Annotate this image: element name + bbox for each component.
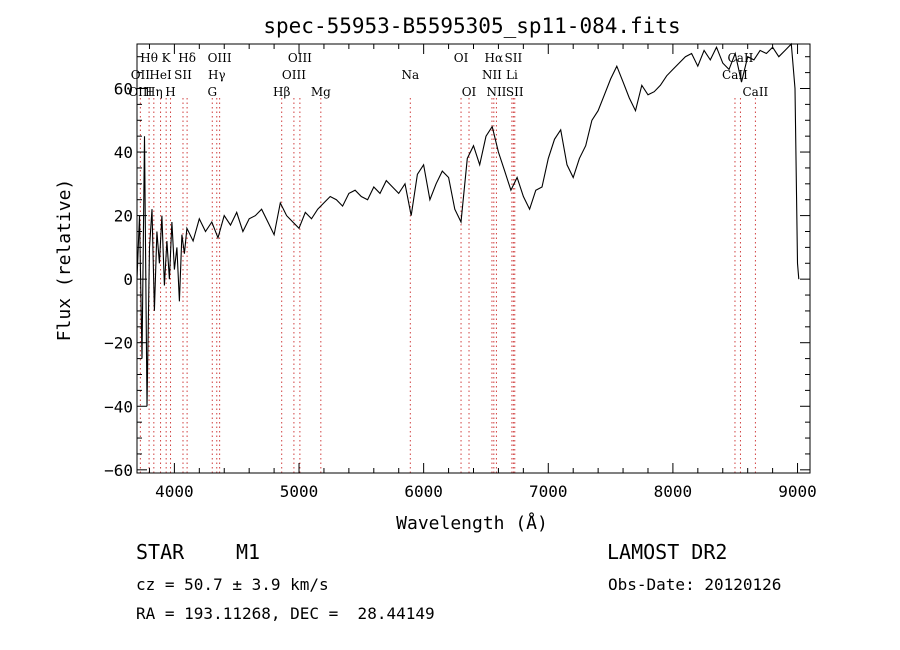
line-label-20: SII: [505, 51, 523, 65]
line-label-6: SII: [174, 68, 192, 82]
plot-frame: [136, 43, 811, 474]
y-axis-label: Flux (relative): [54, 179, 75, 342]
coords-text: RA = 193.11268, DEC = 28.44149: [136, 604, 435, 623]
chart-title: spec-55953-B5595305_sp11-084.fits: [263, 14, 680, 38]
axis-ticks: 4000 5000 6000 7000 8000 9000 −60 −40 −20 0 20 40 60: [104, 44, 817, 501]
line-label-15: Mg: [311, 85, 331, 99]
obs-date-text: Obs-Date: 20120126: [608, 575, 782, 594]
line-label-25: CaII: [728, 51, 754, 65]
spectrum-line: [136, 42, 800, 407]
cz-text: cz = 50.7 ± 3.9 km/s: [136, 575, 329, 594]
y-tick-label-60: 60: [114, 79, 133, 98]
y-tick-label-20: 20: [114, 207, 133, 226]
y-tick-label-0: 0: [123, 270, 133, 289]
line-markers: [139, 98, 756, 473]
line-label-12: OIII: [288, 51, 312, 65]
line-label-13: OIII: [282, 68, 306, 82]
line-label-27: CaII: [742, 85, 768, 99]
x-tick-label-7000: 7000: [529, 482, 568, 501]
line-label-19: Hα: [485, 51, 504, 65]
line-label-5: Hη: [145, 85, 163, 99]
line-label-14: Hβ: [273, 85, 290, 99]
line-label-0: Hθ: [140, 51, 158, 65]
y-tick-label-40: 40: [114, 143, 133, 162]
subclass-label: M1: [236, 540, 261, 564]
line-label-4: HeI: [149, 68, 172, 82]
line-label-22: Li: [506, 68, 518, 82]
y-tick-label--60: −60: [104, 461, 133, 480]
line-label-24: SII: [506, 85, 524, 99]
line-label-17: OI: [454, 51, 469, 65]
line-label-11: G: [207, 85, 217, 99]
x-tick-label-9000: 9000: [778, 482, 817, 501]
line-label-21: NII: [482, 68, 502, 82]
y-tick-label--20: −20: [104, 334, 133, 353]
line-label-7: H: [165, 85, 175, 99]
line-label-26: CaII: [722, 68, 748, 82]
x-tick-label-6000: 6000: [404, 482, 443, 501]
x-tick-label-8000: 8000: [654, 482, 693, 501]
x-tick-label-4000: 4000: [155, 482, 194, 501]
line-label-23: NII: [486, 85, 506, 99]
survey-label: LAMOST DR2: [607, 540, 728, 564]
line-label-18: OI: [462, 85, 477, 99]
line-label-10: Hγ: [208, 68, 226, 82]
line-label-3: K: [162, 51, 172, 65]
y-tick-label--40: −40: [104, 397, 133, 416]
line-label-9: OIII: [208, 51, 232, 65]
class-label: STAR: [136, 540, 185, 564]
x-tick-label-5000: 5000: [280, 482, 319, 501]
line-label-8: Hδ: [178, 51, 196, 65]
line-label-16: Na: [401, 68, 419, 82]
x-axis-label: Wavelength (Å): [396, 512, 548, 534]
line-label-1: OII: [131, 68, 151, 82]
